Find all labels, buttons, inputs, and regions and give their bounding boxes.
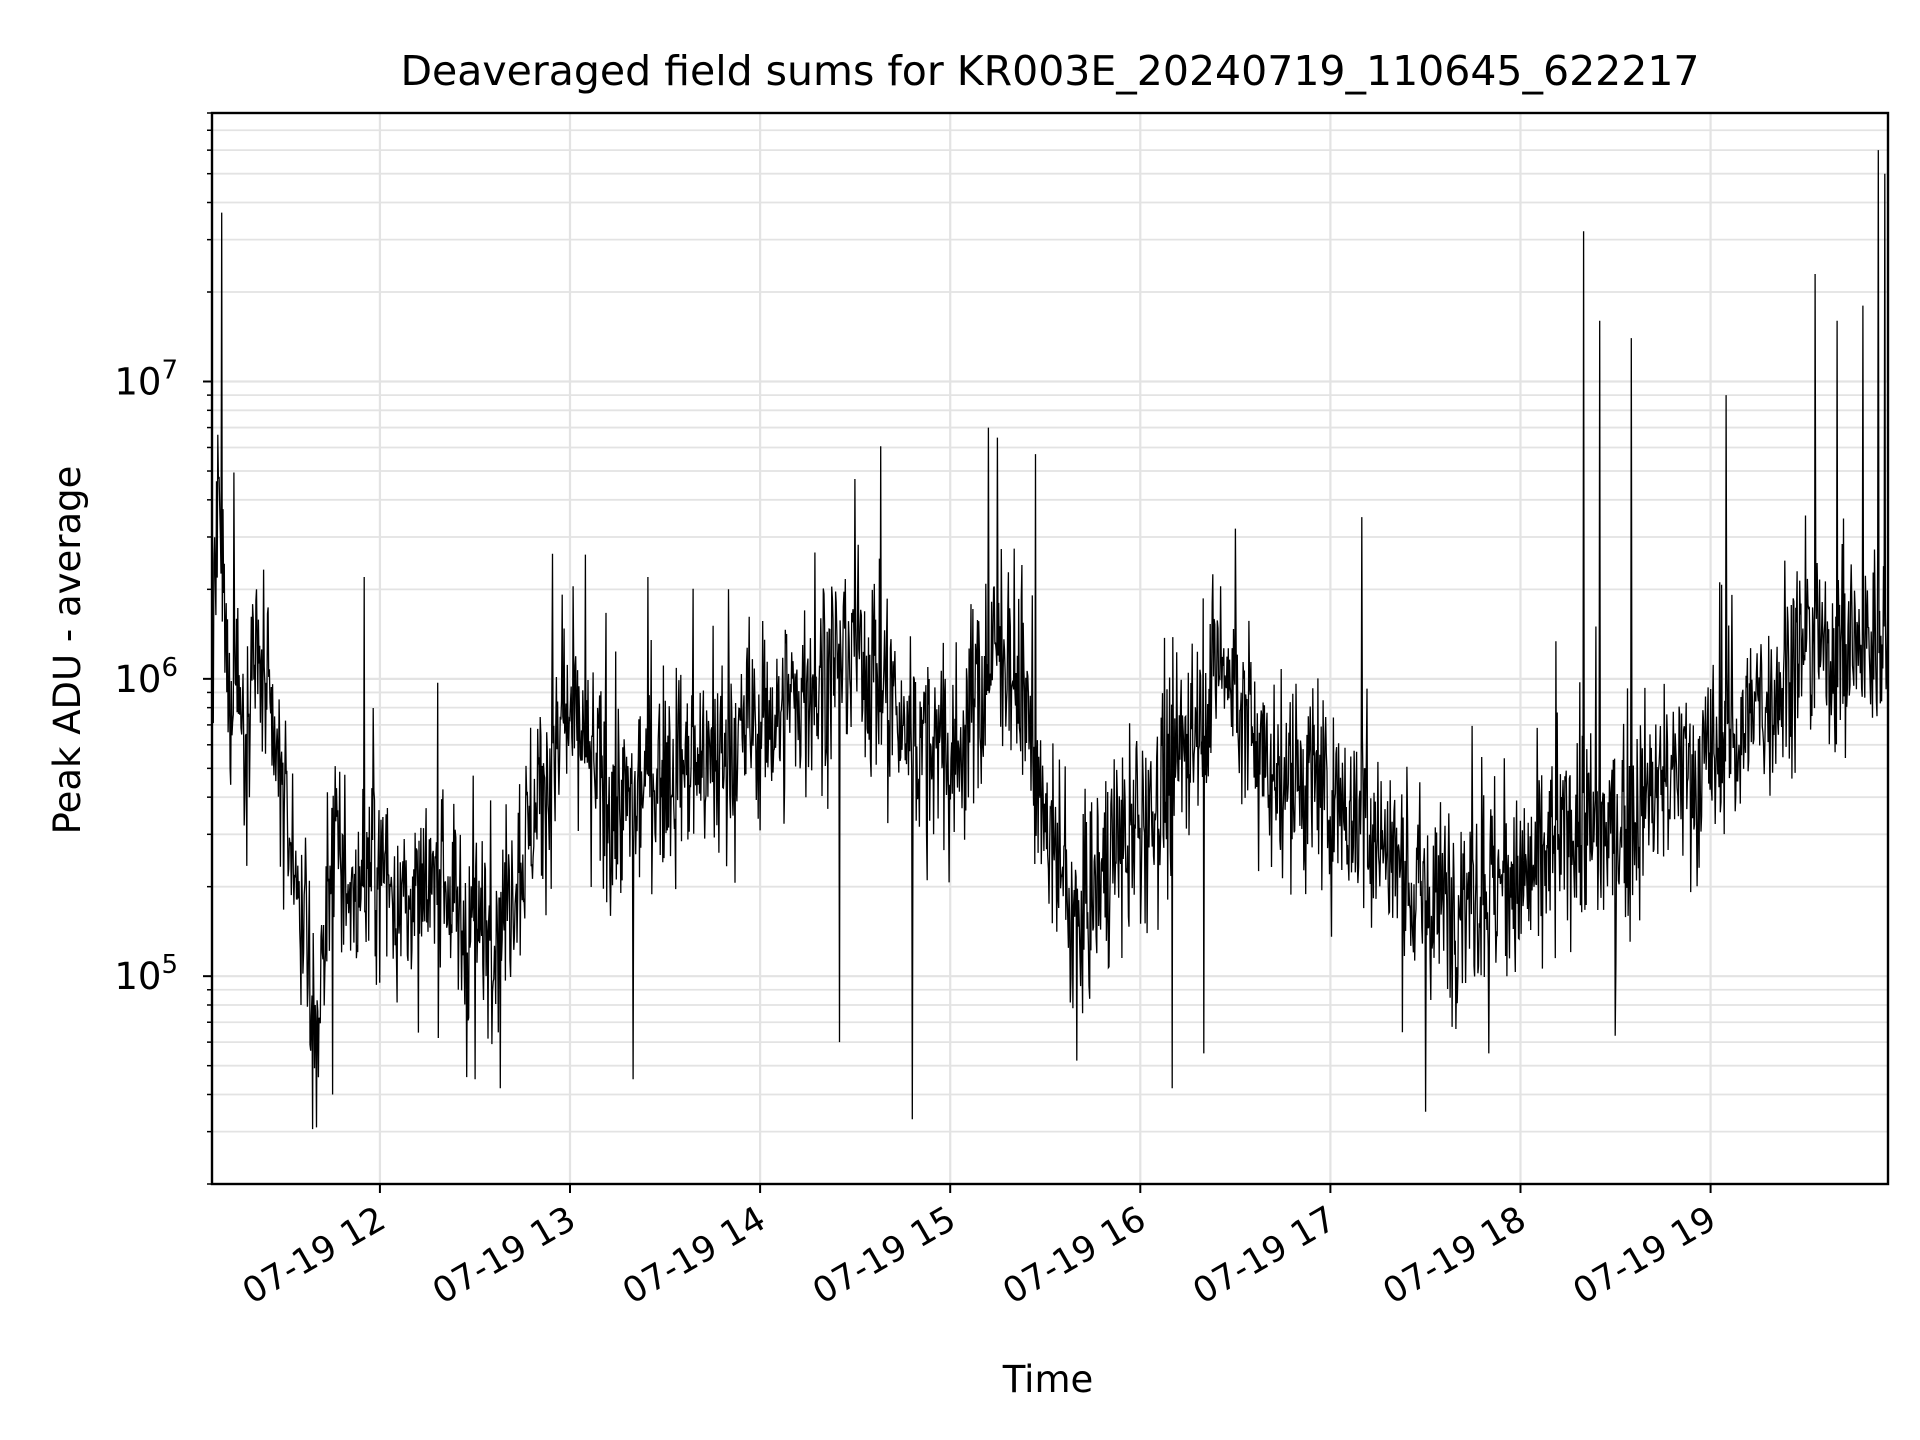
x-axis-label: Time [1002, 1358, 1094, 1401]
y-tick-label: 107 [114, 356, 178, 404]
y-axis-label: Peak ADU - average [46, 466, 89, 835]
plot-frame [210, 111, 1890, 1186]
y-tick-label: 106 [114, 653, 178, 701]
series-group [211, 150, 1889, 1130]
data-series-line [211, 150, 1889, 1130]
chart-title: Deaveraged field sums for KR003E_2024071… [400, 47, 1699, 95]
y-tick-label: 105 [114, 950, 178, 998]
